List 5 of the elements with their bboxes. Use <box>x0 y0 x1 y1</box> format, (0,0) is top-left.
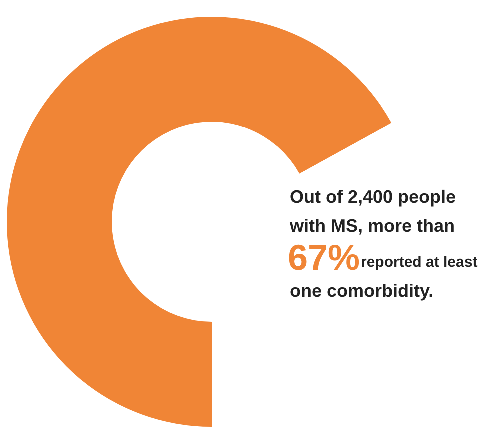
text: 67% <box>288 237 360 278</box>
text: reported at least <box>361 254 478 271</box>
text: Out of 2,400 people <box>290 187 456 207</box>
text: with MS, more than <box>289 216 456 236</box>
text: one comorbidity. <box>290 281 434 301</box>
